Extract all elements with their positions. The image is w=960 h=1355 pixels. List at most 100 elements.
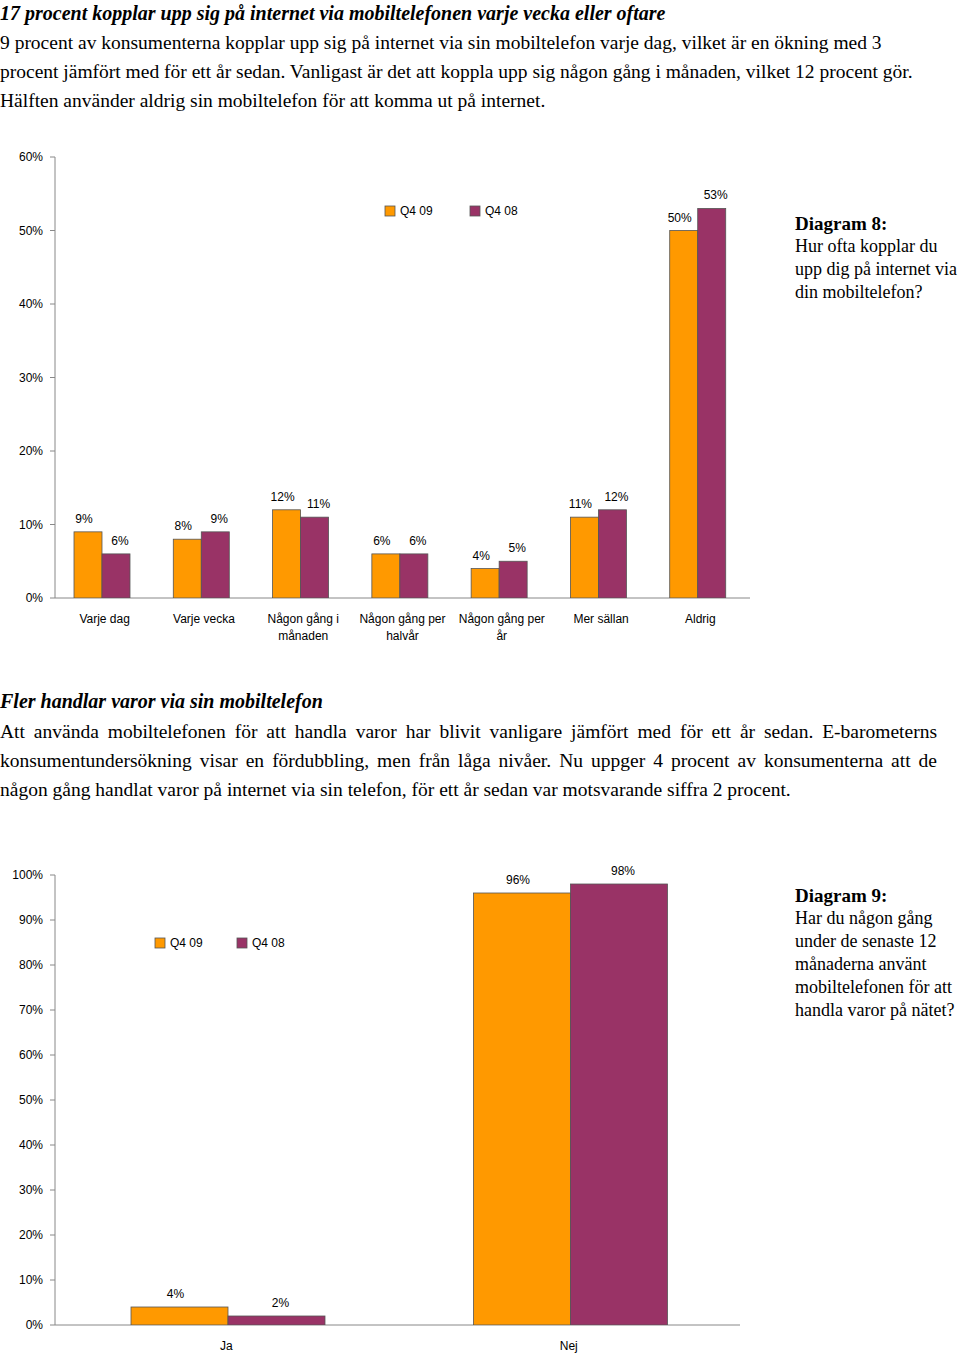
y-tick xyxy=(50,1235,55,1236)
legend-label: Q4 09 xyxy=(400,204,433,218)
labels: 4% 2% 96% 98% xyxy=(167,864,636,1310)
legend-swatch xyxy=(155,938,165,948)
data-label: 6% xyxy=(373,534,391,548)
bars xyxy=(74,208,726,598)
bar xyxy=(474,893,571,1325)
legend-swatch xyxy=(385,206,395,216)
chart: 0%10%20%30%40%50%60%9%6%8%9%12%11%6%6%4%… xyxy=(19,150,750,643)
y-tick xyxy=(50,1325,55,1326)
category-label: Någon gång perhalvår xyxy=(359,612,445,643)
section-heading: Fler handlar varor via sin mobiltelefon xyxy=(0,690,950,713)
bar xyxy=(372,554,400,598)
data-label: 6% xyxy=(111,534,129,548)
labels: 9%6%8%9%12%11%6%6%4%5%11%12%50%53% xyxy=(75,188,728,562)
legend-swatch xyxy=(470,206,480,216)
data-label: 9% xyxy=(75,512,93,526)
category-label: Aldrig xyxy=(685,612,716,626)
y-tick-label: 30% xyxy=(19,1183,43,1197)
bar xyxy=(131,1307,228,1325)
y-tick xyxy=(50,1100,55,1101)
data-label: 5% xyxy=(508,541,526,555)
y-tick xyxy=(50,1280,55,1281)
data-label: 6% xyxy=(409,534,427,548)
section-heading: 17 procent kopplar upp sig på internet v… xyxy=(0,2,950,25)
bar xyxy=(570,517,598,598)
y-tick-label: 10% xyxy=(19,1273,43,1287)
y-tick-label: 10% xyxy=(19,518,43,532)
bar xyxy=(228,1316,325,1325)
y-tick xyxy=(50,524,55,525)
bar xyxy=(698,208,726,598)
data-label: 98% xyxy=(611,864,635,878)
category-label: Varje vecka xyxy=(173,612,235,626)
legend-label: Q4 08 xyxy=(485,204,518,218)
bar xyxy=(571,884,668,1325)
category-label: Någon gång perår xyxy=(459,612,545,643)
bar xyxy=(201,532,229,598)
charts: 0%10%20%30%40%50%60%9%6%8%9%12%11%6%6%4%… xyxy=(0,0,960,1355)
y-tick-label: 90% xyxy=(19,913,43,927)
y-tick xyxy=(50,598,55,599)
y-tick xyxy=(50,875,55,876)
bar xyxy=(173,539,201,598)
y-tick-label: 0% xyxy=(26,591,44,605)
y-tick-label: 40% xyxy=(19,297,43,311)
data-label: 96% xyxy=(506,873,530,887)
chart: 0% 10% 20% 30% 40% 50% 60% 70% 80% 90% 100% 4% 2% 96%… xyxy=(12,864,740,1353)
y-tick xyxy=(50,1010,55,1011)
y-tick-label: 100% xyxy=(12,868,43,882)
y-tick-label: 0% xyxy=(26,1318,44,1332)
chart-subtitle: Har du någon gång under de senaste 12 må… xyxy=(795,907,960,1022)
y-tick-label: 60% xyxy=(19,1048,43,1062)
data-label: 4% xyxy=(472,549,490,563)
category-label: Någon gång imånaden xyxy=(268,612,339,643)
bar xyxy=(598,510,626,598)
bar xyxy=(670,231,698,599)
section-paragraph: 9 procent av konsumenterna kopplar upp s… xyxy=(0,28,937,115)
category-label: Ja xyxy=(220,1339,233,1353)
chart-subtitle: Hur ofta kopplar du upp dig på internet … xyxy=(795,235,960,304)
chart-title: Diagram 8: xyxy=(795,213,960,235)
data-label: 12% xyxy=(604,490,628,504)
y-tick xyxy=(50,451,55,452)
bar xyxy=(74,532,102,598)
data-label: 8% xyxy=(175,519,193,533)
y-tick-label: 40% xyxy=(19,1138,43,1152)
legend-label: Q4 08 xyxy=(252,936,285,950)
bar xyxy=(499,561,527,598)
y-tick-label: 70% xyxy=(19,1003,43,1017)
y-tick-label: 20% xyxy=(19,444,43,458)
y-tick xyxy=(50,230,55,231)
section-paragraph: Att använda mobiltelefonen för att handl… xyxy=(0,717,937,804)
data-label: 2% xyxy=(272,1296,290,1310)
bar xyxy=(471,569,499,598)
data-label: 11% xyxy=(307,497,330,511)
y-tick xyxy=(50,1190,55,1191)
chart-title: Diagram 9: xyxy=(795,885,960,907)
y-axis xyxy=(55,875,56,1325)
y-axis xyxy=(55,157,56,598)
data-label: 53% xyxy=(704,188,728,202)
bars xyxy=(131,884,668,1325)
y-tick xyxy=(50,920,55,921)
y-tick-label: 50% xyxy=(19,1093,43,1107)
y-tick-label: 60% xyxy=(19,150,43,164)
bar xyxy=(400,554,428,598)
category-label: Nej xyxy=(560,1339,578,1353)
bar xyxy=(301,517,329,598)
y-tick xyxy=(50,157,55,158)
data-label: 11% xyxy=(569,497,592,511)
legend-label: Q4 09 xyxy=(170,936,203,950)
y-tick xyxy=(50,304,55,305)
data-label: 12% xyxy=(271,490,295,504)
data-label: 50% xyxy=(668,211,692,225)
y-tick xyxy=(50,377,55,378)
y-tick xyxy=(50,965,55,966)
y-tick-label: 80% xyxy=(19,958,43,972)
y-tick xyxy=(50,1055,55,1056)
y-tick-label: 30% xyxy=(19,371,43,385)
data-label: 4% xyxy=(167,1287,185,1301)
bar xyxy=(102,554,130,598)
y-tick-label: 20% xyxy=(19,1228,43,1242)
y-tick xyxy=(50,1145,55,1146)
